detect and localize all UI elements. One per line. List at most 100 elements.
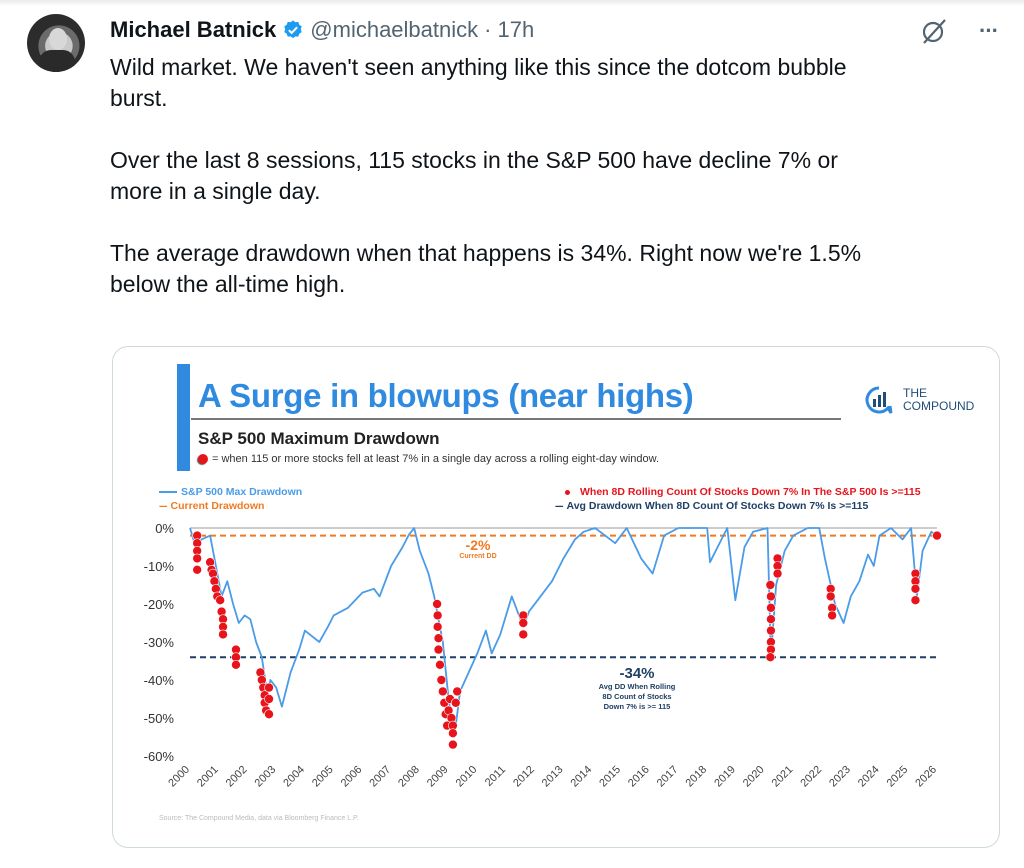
y-tick-label: -60% [144, 749, 175, 764]
tweet-actions: ··· [919, 16, 999, 46]
x-tick-label: 2020 [741, 764, 767, 790]
tweet-header: Michael Batnick @michaelbatnick · 17h [110, 14, 534, 46]
grok-icon[interactable] [919, 16, 949, 46]
x-tick-label: 2017 [655, 764, 681, 790]
x-tick-label: 2026 [913, 764, 939, 790]
dot-note-text: = when 115 or more stocks fell at least … [212, 453, 660, 465]
x-tick-label: 2006 [339, 764, 365, 790]
y-tick-label: -10% [144, 559, 175, 574]
blowup-dot [452, 686, 462, 697]
x-tick-label: 2019 [712, 764, 738, 790]
blowup-dot [433, 633, 444, 644]
source-note: Source: The Compound Media, data via Blo… [159, 815, 359, 822]
blowup-dot [435, 659, 445, 670]
x-tick-label: 2015 [597, 764, 623, 790]
y-tick-label: -50% [144, 711, 175, 726]
title-underline [191, 418, 841, 420]
x-tick-label: 2025 [885, 764, 911, 790]
y-tick-label: 0% [155, 521, 174, 536]
avatar[interactable] [27, 14, 85, 72]
legend-avg-label: Avg Drawdown When 8D Count Of Stocks Dow… [566, 500, 869, 512]
compound-logo: THE COMPOUND [863, 385, 974, 415]
blowup-dot [448, 739, 458, 750]
tweet-text: Wild market. We haven't seen anything li… [110, 52, 861, 331]
blowup-dot [192, 564, 202, 575]
logo-text-line: THE [903, 386, 927, 400]
x-tick-label: 2002 [224, 764, 250, 790]
legend-current: --- Current Drawdown [159, 500, 265, 512]
legend-line: S&P 500 Max Drawdown [159, 486, 302, 498]
x-tick-label: 2010 [454, 764, 480, 790]
x-tick-label: 2024 [856, 764, 882, 790]
x-tick-label: 2023 [827, 764, 853, 790]
red-dot-icon [198, 454, 208, 464]
blowup-dot [765, 580, 776, 590]
x-tick-label: 2021 [770, 764, 796, 790]
blowup-dot [215, 595, 225, 606]
legend-line-label: S&P 500 Max Drawdown [181, 486, 303, 498]
current-dd-label: Current DD [459, 553, 496, 560]
blowup-dot [264, 709, 274, 720]
more-icon[interactable]: ··· [979, 18, 999, 43]
blowup-dot [910, 583, 921, 594]
blowup-dot [772, 568, 783, 579]
avg-dd-value: -34% [619, 665, 654, 682]
x-tick-label: 2009 [425, 764, 451, 790]
legend-dots-label: When 8D Rolling Count Of Stocks Down 7% … [580, 486, 921, 498]
author-name[interactable]: Michael Batnick [110, 17, 277, 42]
x-tick-label: 2008 [396, 764, 422, 790]
y-tick-label: -40% [144, 673, 175, 688]
image-title: A Surge in blowups (near highs) [198, 377, 694, 414]
blowup-dot [518, 618, 529, 628]
blowup-dot [436, 675, 447, 685]
x-tick-label: 2004 [281, 764, 307, 790]
x-tick-label: 2016 [626, 764, 652, 790]
x-tick-label: 2000 [166, 764, 192, 790]
tweet-paragraph: Wild market. We haven't seen anything li… [110, 52, 861, 114]
blowup-dot [825, 591, 836, 602]
legend-avg: --- Avg Drawdown When 8D Count Of Stocks … [555, 500, 869, 512]
blowup-dot [448, 728, 458, 739]
tweet-line: burst. [110, 85, 168, 111]
current-dd-value: -2% [466, 537, 491, 553]
x-tick-label: 2018 [683, 764, 709, 790]
timestamp[interactable]: 17h [497, 17, 535, 42]
drawdown-series-line [189, 527, 938, 738]
blowup-dot [218, 629, 228, 640]
y-tick-label: -20% [144, 597, 175, 612]
blowup-dot [432, 610, 443, 621]
attached-image[interactable]: A Surge in blowups (near highs) THE COMPO… [112, 346, 1000, 848]
blowup-dot [264, 682, 274, 693]
previous-tweet-edge [0, 0, 1024, 6]
x-tick-label: 2013 [540, 764, 566, 790]
dot-note: = when 115 or more stocks fell at least … [198, 453, 659, 465]
blowup-dot [765, 652, 776, 663]
x-tick-label: 2011 [483, 764, 508, 789]
x-tick-label: 2003 [253, 764, 279, 790]
blowup-dot [910, 595, 921, 606]
blowup-dot [432, 599, 442, 609]
blowup-dot [766, 591, 776, 602]
blowup-dot [450, 697, 461, 708]
x-tick-label: 2005 [310, 764, 336, 790]
tweet-line: more in a single day. [110, 178, 321, 204]
blowup-dot [192, 553, 202, 564]
blowup-dot [438, 686, 448, 697]
blowup-dot [932, 530, 942, 541]
x-tick-label: 2001 [195, 764, 221, 790]
author-handle[interactable]: @michaelbatnick [310, 17, 479, 42]
image-subtitle: S&P 500 Maximum Drawdown [198, 429, 440, 448]
tweet-line: The average drawdown when that happens i… [110, 240, 862, 266]
tweet-paragraph: The average drawdown when that happens i… [110, 238, 861, 300]
x-tick-label: 2014 [569, 764, 595, 790]
tweet-line: Over the last 8 sessions, 115 stocks in … [110, 147, 838, 173]
title-accent-bar [177, 364, 190, 471]
avg-dd-label: Avg DD When Rolling [599, 682, 676, 691]
x-tick-label: 2012 [511, 764, 537, 790]
blowup-dot [518, 629, 529, 640]
tweet-paragraph: Over the last 8 sessions, 115 stocks in … [110, 145, 861, 207]
blowup-dot [766, 625, 776, 636]
x-tick-label: 2022 [798, 764, 824, 790]
x-tick-label: 2007 [367, 764, 393, 790]
